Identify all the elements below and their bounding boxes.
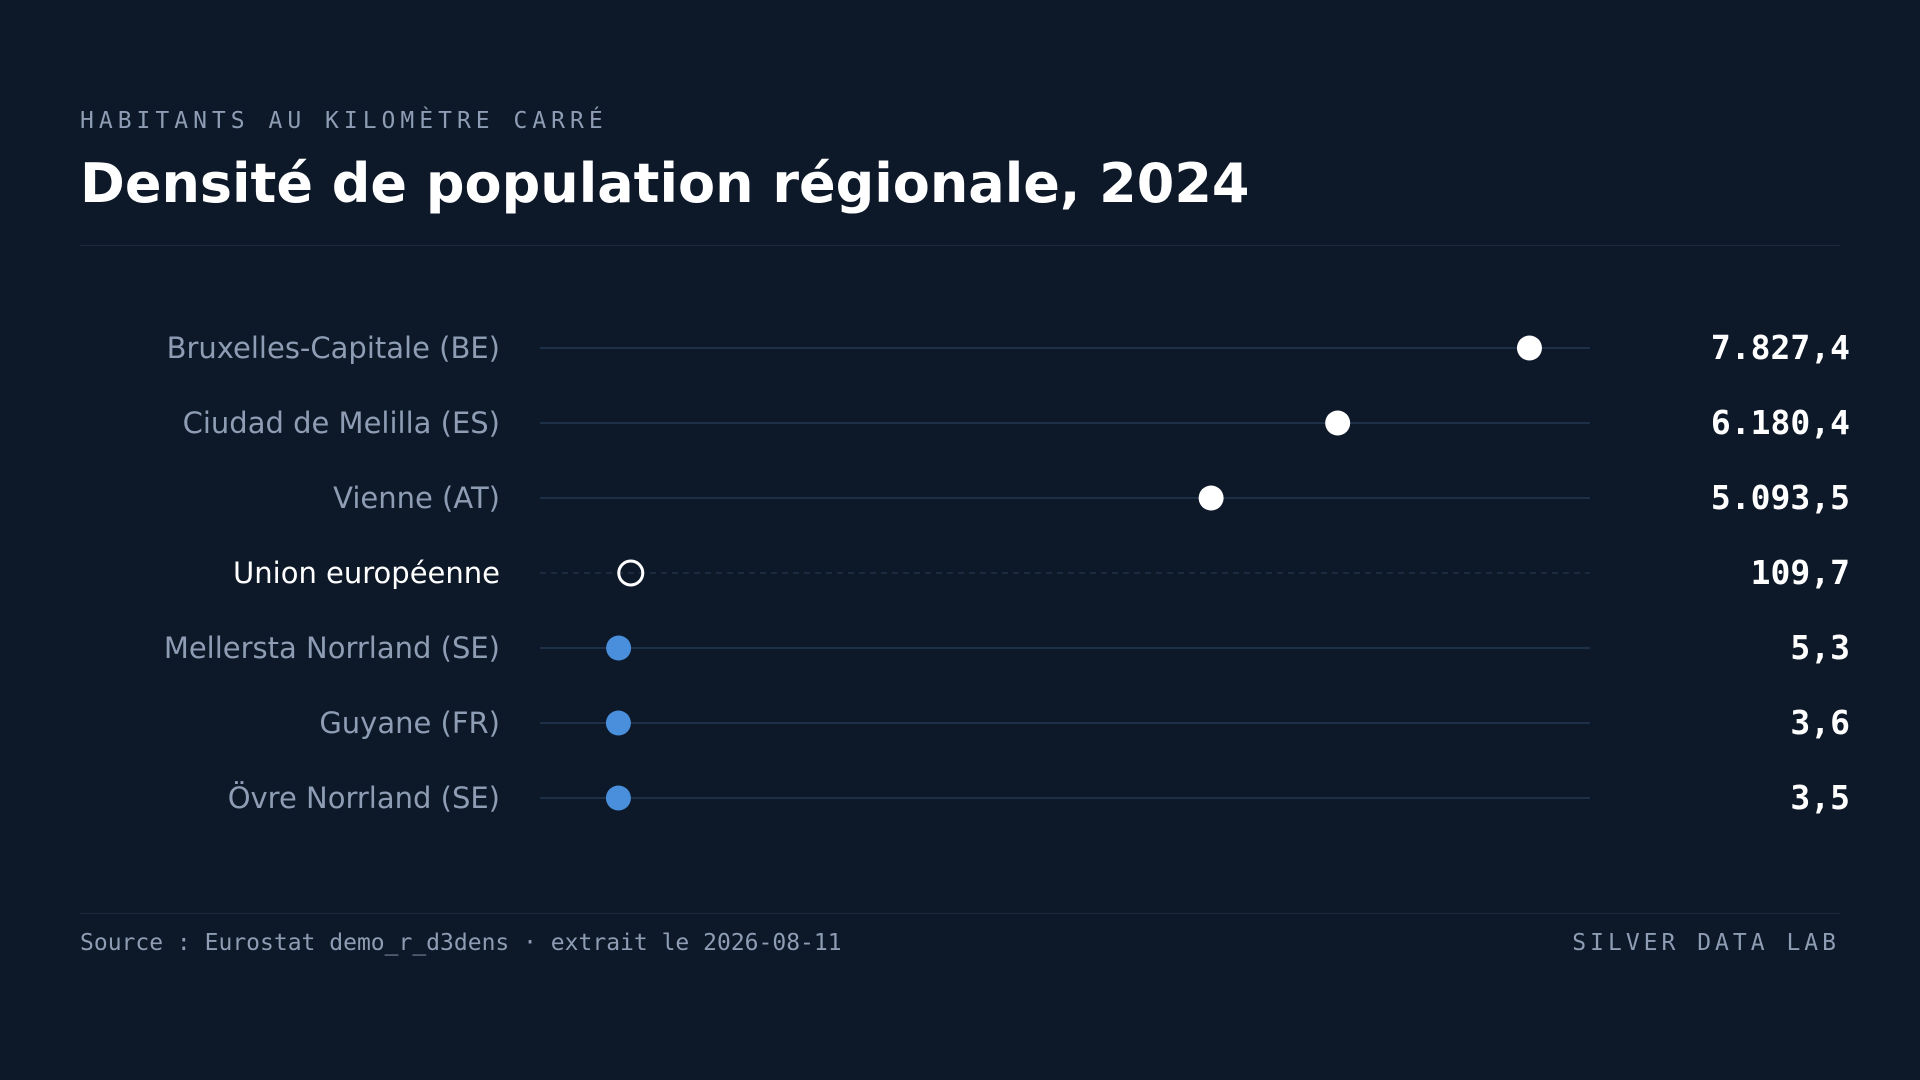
value-label: 3,6: [1790, 703, 1850, 742]
value-label: 5.093,5: [1711, 478, 1850, 517]
value-label: 109,7: [1751, 553, 1850, 592]
value-label: 3,5: [1790, 778, 1850, 817]
category-label: Mellersta Norrland (SE): [164, 631, 500, 665]
data-dot: [1199, 486, 1224, 511]
data-dot: [606, 636, 631, 661]
category-label: Bruxelles-Capitale (BE): [167, 331, 500, 365]
category-label: Union européenne: [233, 556, 500, 590]
category-label: Ciudad de Melilla (ES): [183, 406, 500, 440]
category-label: Guyane (FR): [319, 706, 500, 740]
value-label: 6.180,4: [1711, 403, 1850, 442]
brand-label: SILVER DATA LAB: [1572, 930, 1840, 956]
data-dot: [1325, 411, 1350, 436]
category-label: Vienne (AT): [333, 481, 500, 515]
value-label: 7.827,4: [1711, 328, 1850, 367]
footer-divider: [80, 913, 1840, 914]
data-dot: [606, 711, 631, 736]
data-dot: [606, 786, 631, 811]
value-label: 5,3: [1790, 628, 1850, 667]
data-dot: [1517, 336, 1542, 361]
category-label: Övre Norrland (SE): [228, 781, 500, 815]
source-note: Source : Eurostat demo_r_d3dens · extrai…: [80, 930, 842, 956]
